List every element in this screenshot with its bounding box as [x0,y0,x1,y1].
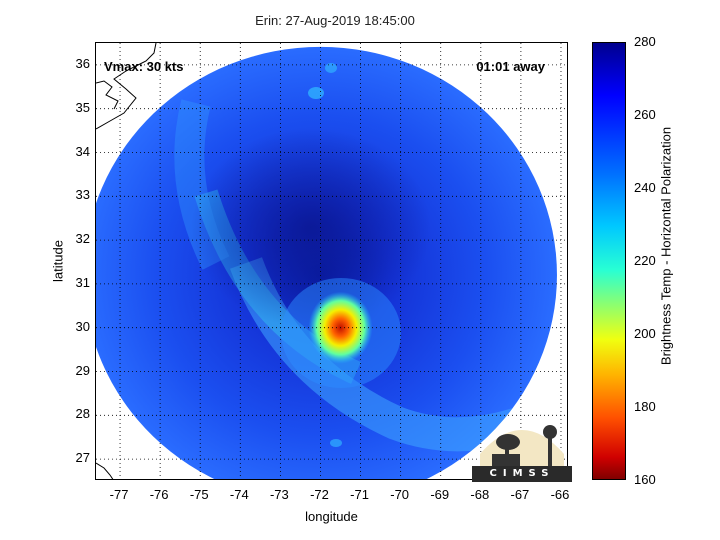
y-tick-label: 31 [75,274,90,290]
y-axis-label: latitude [50,240,66,282]
colorbar-tick-label: 260 [634,107,656,122]
y-tick-label: 32 [75,231,90,247]
colorbar-tick-label: 280 [634,34,656,49]
x-tick-label: -73 [269,487,289,502]
x-tick-label: -67 [510,487,530,502]
x-tick-label: -66 [550,487,570,502]
y-tick-label: 36 [75,55,90,71]
lat-lon-grid [96,43,567,479]
x-tick-label: -74 [229,487,249,502]
y-tick-label: 27 [75,450,90,466]
plot-title: Erin: 27-Aug-2019 18:45:00 [255,13,415,28]
y-tick-label: 28 [75,406,90,422]
time-away-label: 01:01 away [476,59,545,74]
x-tick-label: -76 [149,487,169,502]
y-tick-label: 30 [75,318,90,334]
colorbar [592,42,626,480]
colorbar-label: Brightness Temp - Horizontal Polarizatio… [658,126,674,366]
x-tick-label: -68 [470,487,490,502]
vmax-label: Vmax: 30 kts [104,59,184,74]
x-tick-label: -75 [189,487,209,502]
colorbar-tick-label: 180 [634,399,656,414]
colorbar-tick-label: 200 [634,326,656,341]
cimss-logo: CIMSS [472,412,572,482]
colorbar-tick-label: 160 [634,472,656,487]
x-tick-label: -71 [350,487,369,502]
y-tick-label: 33 [75,187,90,203]
x-tick-label: -70 [390,487,410,502]
map-plot-area[interactable]: Vmax: 30 kts 01:01 away [95,42,568,480]
y-tick-label: 29 [75,362,90,378]
brightness-temp-map [96,43,567,479]
colorbar-tick-label: 220 [634,253,656,268]
x-tick-label: -77 [109,487,129,502]
x-axis-label: longitude [305,509,358,524]
x-tick-label: -69 [430,487,450,502]
cimss-logo-text: CIMSS [489,468,555,479]
coastline [96,43,157,479]
x-tick-label: -72 [310,487,329,502]
y-tick-label: 34 [75,143,90,159]
y-tick-label: 35 [75,99,90,115]
colorbar-tick-label: 240 [634,180,656,195]
